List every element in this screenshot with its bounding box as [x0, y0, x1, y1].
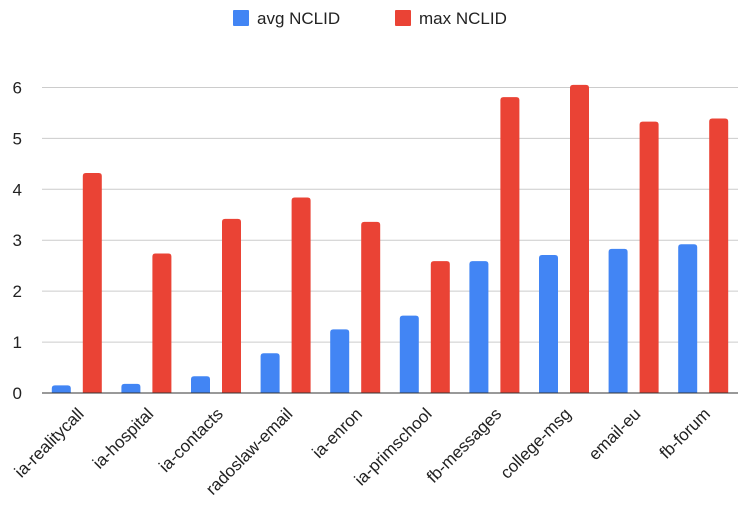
bar-max-nclid-ia-realitycall [82, 173, 102, 393]
x-tick-label: email-eu [585, 404, 645, 464]
y-axis-ticks: 0 1 2 3 4 5 6 [13, 78, 22, 403]
legend-swatch [395, 10, 411, 26]
x-tick-label: ia-enron [308, 404, 366, 462]
legend-swatch [233, 10, 249, 26]
x-tick-label: college-msg [497, 404, 575, 482]
bars [51, 84, 729, 394]
legend-label: avg NCLID [257, 9, 340, 28]
y-tick-label: 0 [13, 384, 22, 403]
bar-avg-nclid-radoslaw-email [260, 353, 280, 393]
legend-label: max NCLID [419, 9, 507, 28]
y-tick-label: 3 [13, 231, 22, 250]
bar-max-nclid-fb-messages [500, 97, 520, 393]
bar-avg-nclid-ia-realitycall [51, 385, 71, 393]
x-tick-label: fb-messages [423, 404, 505, 486]
y-tick-label: 6 [13, 78, 22, 97]
x-tick-label: ia-contacts [155, 404, 227, 476]
bar-avg-nclid-email-eu [608, 248, 628, 393]
y-tick-label: 4 [13, 180, 22, 199]
bar-avg-nclid-college-msg [539, 254, 558, 393]
bar-max-nclid-fb-forum [709, 118, 729, 394]
bar-avg-nclid-ia-contacts [191, 376, 210, 393]
bar-max-nclid-ia-hospital [152, 253, 172, 393]
bar-max-nclid-radoslaw-email [291, 197, 311, 393]
bar-max-nclid-college-msg [570, 84, 589, 394]
bar-max-nclid-ia-enron [361, 221, 381, 393]
bar-avg-nclid-fb-forum [678, 244, 698, 393]
bar-avg-nclid-fb-messages [469, 261, 489, 393]
bar-avg-nclid-ia-enron [330, 329, 350, 393]
legend: avg NCLID max NCLID [233, 9, 507, 28]
y-tick-label: 2 [13, 282, 22, 301]
bar-max-nclid-ia-contacts [222, 218, 241, 393]
x-tick-label: ia-realitycall [11, 404, 88, 481]
bar-max-nclid-email-eu [639, 121, 659, 393]
bar-max-nclid-ia-primschool [430, 261, 450, 393]
x-axis-ticks: ia-realitycall ia-hospitalia-contactsrado… [11, 404, 714, 498]
y-tick-label: 1 [13, 333, 22, 352]
legend-item: max NCLID [395, 9, 507, 28]
y-tick-label: 5 [13, 129, 22, 148]
bar-avg-nclid-ia-primschool [399, 315, 419, 393]
x-tick-label: fb-forum [656, 404, 714, 462]
legend-item: avg NCLID [233, 9, 340, 28]
bar-avg-nclid-ia-hospital [121, 383, 141, 393]
x-tick-label: ia-hospital [89, 404, 157, 472]
gridlines [42, 86, 738, 343]
